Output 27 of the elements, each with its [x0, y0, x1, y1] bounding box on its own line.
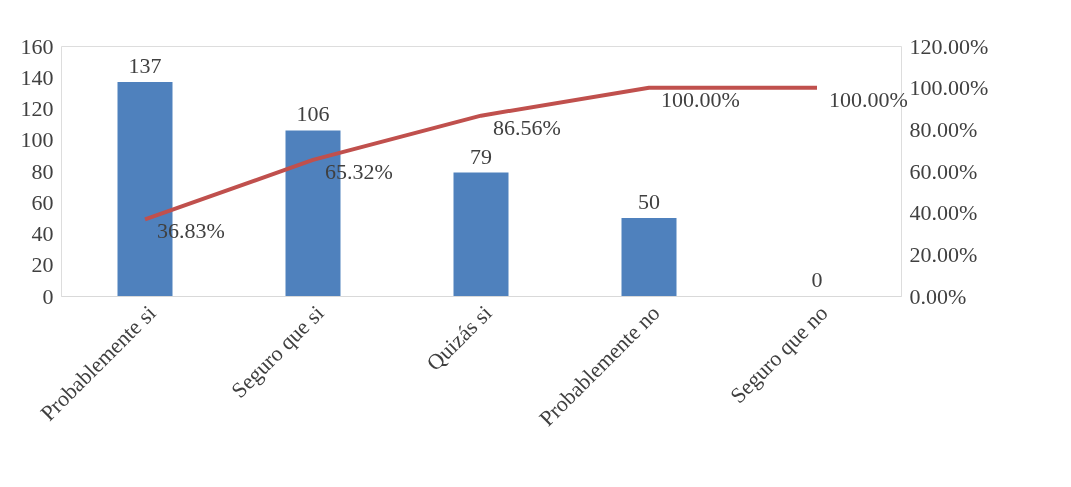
y-tick-label: 40 [31, 221, 54, 246]
y2-tick-label: 120.00% [909, 33, 989, 59]
y-tick-label: 140 [20, 64, 54, 90]
data-label: 137 [128, 52, 162, 78]
y-tick-label: 60 [31, 189, 54, 215]
bar [621, 217, 677, 296]
y-tick-label: 20 [31, 252, 54, 278]
line-series [143, 85, 819, 222]
bar [453, 172, 509, 296]
y-tick-label: 120 [20, 96, 54, 121]
data-label: 50 [638, 188, 660, 214]
data-label: 106 [296, 101, 330, 127]
y-tick-label: 100 [20, 127, 54, 153]
y-tick-label: 0 [42, 283, 54, 309]
y2-tick-label: 20.00% [909, 241, 978, 267]
y2-tick-label: 60.00% [909, 158, 978, 184]
y-tick-label: 80 [31, 158, 54, 184]
y2-tick-label: 40.00% [909, 200, 978, 226]
data-label: 79 [470, 143, 492, 169]
y2-tick-label: 80.00% [909, 116, 978, 142]
data-label: 86.56% [493, 114, 561, 140]
y2-tick-label: 100.00% [909, 75, 989, 101]
y2-tick-label: 0.00% [909, 283, 967, 309]
data-label: 100.00% [661, 86, 740, 112]
data-label: 100.00% [829, 86, 908, 112]
y-tick-label: 160 [20, 33, 54, 59]
data-label: 0 [811, 267, 823, 292]
